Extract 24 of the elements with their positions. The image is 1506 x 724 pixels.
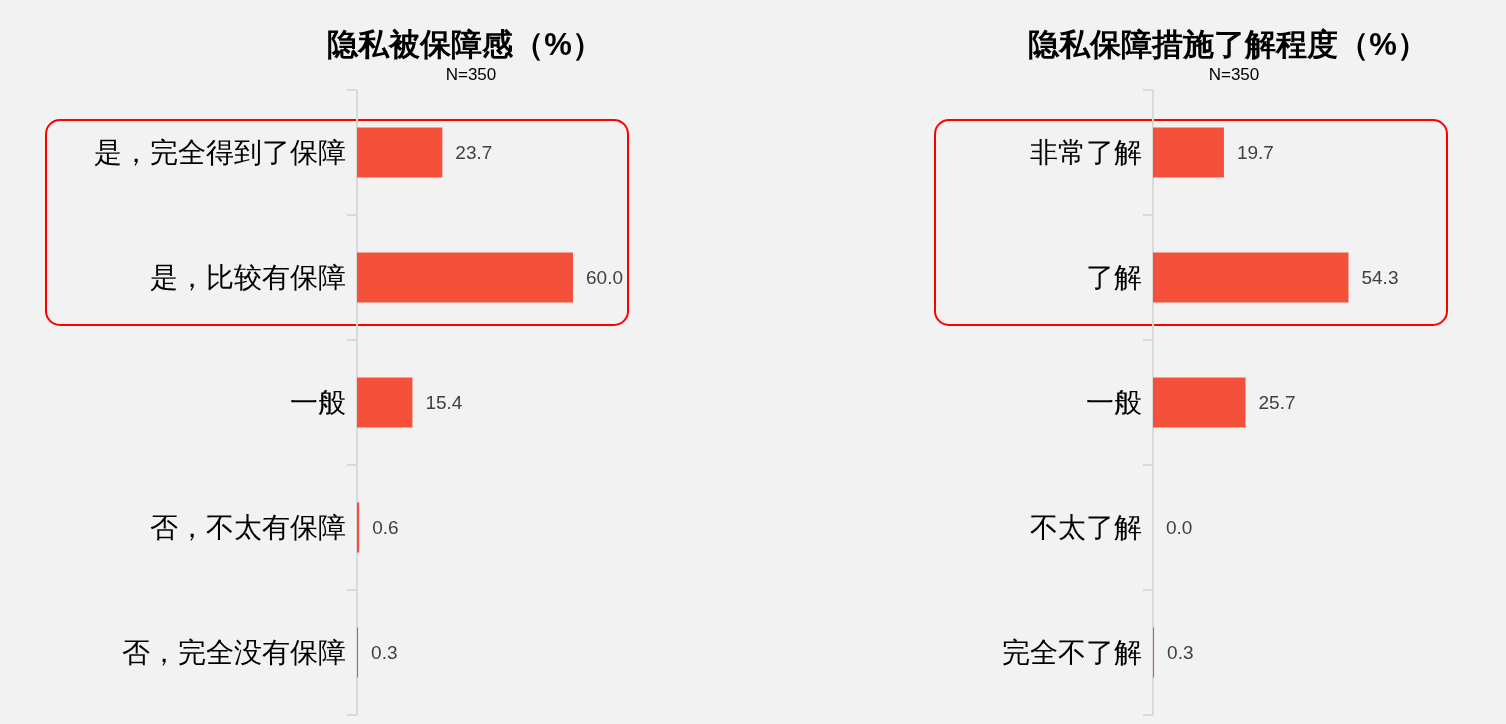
category-label: 不太了解: [1030, 512, 1142, 543]
category-label: 完全不了解: [1002, 637, 1142, 668]
value-label: 0.0: [1166, 517, 1193, 538]
title: 隐私保障措施了解程度（%）: [1028, 27, 1428, 62]
value-label: 19.7: [1236, 142, 1274, 163]
value-label: 25.7: [1258, 392, 1296, 413]
category-label: 否，完全没有保障: [122, 637, 346, 668]
category-label: 是，完全得到了保障: [94, 137, 346, 168]
category-label: 了解: [1086, 262, 1142, 293]
category-label: 否，不太有保障: [150, 512, 346, 543]
value-label: 0.3: [1167, 642, 1194, 663]
value-label: 15.4: [425, 392, 463, 413]
value-label: 0.3: [371, 642, 398, 663]
subtitle: N=350: [1208, 65, 1260, 84]
subtitle: N=350: [445, 65, 497, 84]
value-label: 54.3: [1361, 267, 1399, 288]
category-label: 是，比较有保障: [150, 262, 346, 293]
category-label: 一般: [1086, 387, 1142, 418]
value-label: 0.6: [372, 517, 399, 538]
value-label: 23.7: [455, 142, 493, 163]
category-label: 非常了解: [1030, 137, 1142, 168]
category-label: 一般: [290, 387, 346, 418]
value-label: 60.0: [586, 267, 623, 288]
title: 隐私被保障感（%）: [327, 27, 603, 62]
